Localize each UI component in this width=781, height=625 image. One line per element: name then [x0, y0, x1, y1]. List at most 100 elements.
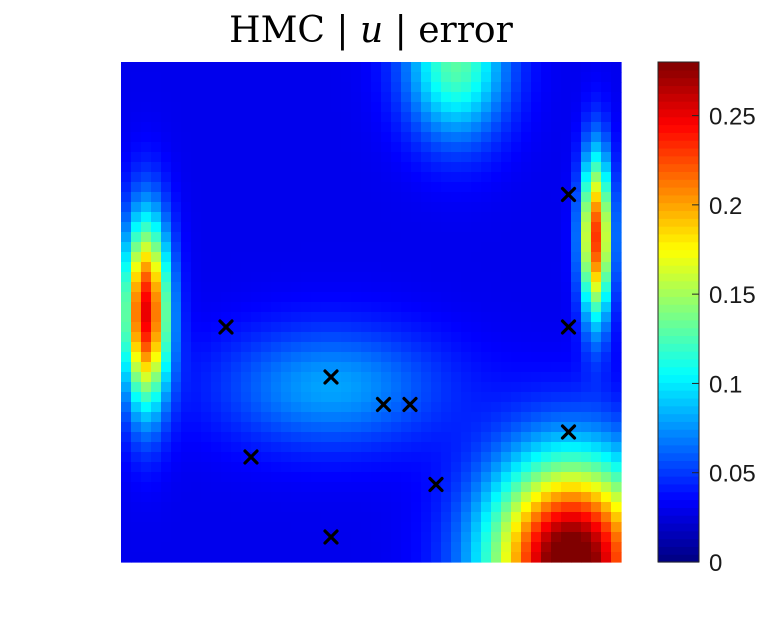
heatmap-cell — [601, 152, 612, 163]
heatmap-cell — [531, 262, 542, 273]
heatmap-cell — [401, 302, 412, 313]
heatmap-cell — [431, 332, 442, 343]
heatmap-cell — [181, 552, 192, 563]
heatmap-cell — [311, 482, 322, 493]
heatmap-cell — [501, 142, 512, 153]
heatmap-cell — [491, 132, 502, 143]
heatmap-cell — [611, 212, 622, 223]
heatmap-cell — [421, 202, 432, 213]
heatmap-cell — [501, 412, 512, 423]
heatmap-cell — [491, 232, 502, 243]
heatmap-cell — [501, 532, 512, 543]
heatmap-cell — [321, 102, 332, 113]
heatmap-cell — [441, 522, 452, 533]
heatmap-cell — [321, 112, 332, 123]
heatmap-cell — [541, 172, 552, 183]
heatmap-cell — [511, 522, 522, 533]
heatmap-cell — [471, 362, 482, 373]
heatmap-cell — [431, 482, 442, 493]
heatmap-cell — [601, 172, 612, 183]
heatmap-cell — [611, 392, 622, 403]
heatmap-cell — [171, 72, 182, 83]
heatmap-cell — [591, 172, 602, 183]
heatmap-cell — [491, 372, 502, 383]
heatmap-cell — [341, 442, 352, 453]
heatmap-cell — [421, 122, 432, 133]
heatmap-cell — [211, 232, 222, 243]
heatmap-cell — [161, 192, 172, 203]
heatmap-cell — [251, 412, 262, 423]
heatmap-cell — [271, 552, 282, 563]
heatmap-cell — [351, 402, 362, 413]
heatmap-cell — [441, 402, 452, 413]
heatmap-cell — [311, 392, 322, 403]
heatmap-cell — [411, 282, 422, 293]
heatmap-cell — [221, 242, 232, 253]
heatmap-cell — [601, 332, 612, 343]
heatmap-cell — [231, 342, 242, 353]
heatmap-cell — [551, 232, 562, 243]
heatmap-cell — [201, 182, 212, 193]
heatmap-cell — [581, 402, 592, 413]
heatmap-cell — [311, 432, 322, 443]
heatmap-cell — [261, 142, 272, 153]
heatmap-cell — [121, 232, 132, 243]
heatmap-cell — [461, 522, 472, 533]
heatmap-cell — [301, 232, 312, 243]
heatmap-cell — [311, 122, 322, 133]
heatmap-cell — [341, 522, 352, 533]
heatmap-cell — [431, 182, 442, 193]
heatmap-cell — [421, 252, 432, 263]
heatmap-cell — [311, 312, 322, 323]
heatmap-cell — [141, 502, 152, 513]
heatmap-cell — [271, 472, 282, 483]
heatmap-cell — [611, 342, 622, 353]
heatmap-cell — [501, 132, 512, 143]
heatmap-cell — [591, 142, 602, 153]
heatmap-cell — [361, 292, 372, 303]
heatmap-cell — [541, 112, 552, 123]
heatmap-cell — [411, 142, 422, 153]
heatmap-cell — [591, 332, 602, 343]
heatmap-cell — [181, 492, 192, 503]
heatmap-cell — [611, 222, 622, 233]
heatmap-cell — [321, 352, 332, 363]
heatmap-cell — [221, 292, 232, 303]
heatmap-cell — [341, 342, 352, 353]
heatmap-cell — [231, 152, 242, 163]
heatmap-cell — [241, 282, 252, 293]
heatmap-cell — [541, 422, 552, 433]
heatmap-cell — [381, 462, 392, 473]
heatmap-cell — [591, 212, 602, 223]
heatmap-cell — [471, 292, 482, 303]
heatmap-cell — [571, 332, 582, 343]
heatmap-cell — [441, 212, 452, 223]
heatmap-cell — [551, 502, 562, 513]
heatmap-cell — [381, 372, 392, 383]
heatmap-cell — [491, 112, 502, 123]
heatmap-cell — [611, 62, 622, 73]
heatmap-cell — [451, 402, 462, 413]
heatmap-cell — [131, 272, 142, 283]
heatmap-cell — [521, 332, 532, 343]
heatmap-cell — [501, 102, 512, 113]
heatmap-cell — [381, 452, 392, 463]
sensor-marker — [375, 396, 392, 413]
heatmap-cell — [551, 202, 562, 213]
heatmap-cell — [571, 402, 582, 413]
heatmap-cell — [501, 162, 512, 173]
heatmap-cell — [451, 422, 462, 433]
heatmap-cell — [301, 312, 312, 323]
heatmap-cell — [601, 272, 612, 283]
heatmap-cell — [181, 362, 192, 373]
heatmap-cell — [281, 302, 292, 313]
heatmap-cell — [451, 432, 462, 443]
heatmap-cell — [601, 232, 612, 243]
heatmap-cell — [531, 122, 542, 133]
heatmap-cell — [181, 502, 192, 513]
heatmap-cell — [391, 402, 402, 413]
heatmap-cell — [151, 542, 162, 553]
heatmap-cell — [141, 432, 152, 443]
heatmap-cell — [131, 112, 142, 123]
heatmap-cell — [491, 362, 502, 373]
